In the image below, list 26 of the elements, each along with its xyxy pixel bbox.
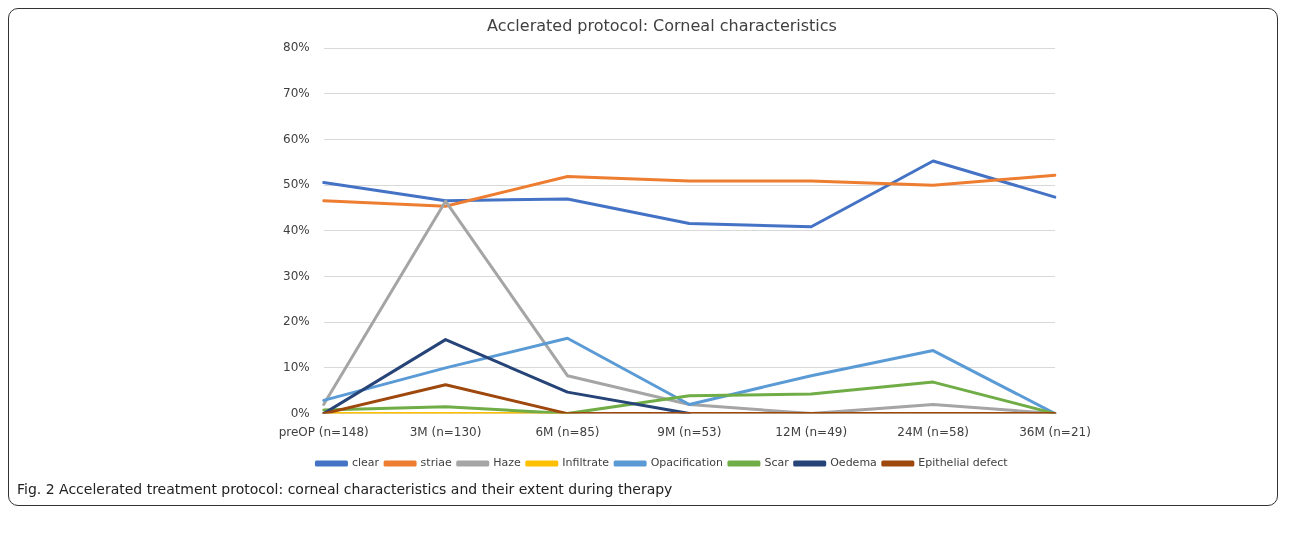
legend-label: Haze: [493, 456, 522, 470]
x-tick-label: 36M (n=21): [1019, 424, 1091, 439]
legend-label: striae: [420, 456, 452, 470]
x-tick-label: 12M (n=49): [775, 424, 848, 439]
caption: Fig. 2 Accelerated treatment protocol: corneal characteristics and their extent during therapy: [16, 480, 674, 499]
x-tick-label: 3M (n=130): [409, 424, 482, 439]
chart-title: Acclerated protocol: Corneal characteristics: [487, 15, 837, 35]
x-tick-label: 6M (n=85): [535, 424, 600, 439]
y-tick-label: 60%: [283, 131, 310, 146]
y-tick-label: 0%: [290, 405, 310, 420]
y-tick-label: 80%: [283, 40, 310, 55]
x-tick-label: preOP (n=148): [278, 424, 369, 439]
x-tick-label: 9M (n=53): [657, 424, 722, 439]
y-tick-label: 50%: [283, 177, 310, 192]
y-tick-label: 10%: [283, 360, 310, 375]
legend-label: Scar: [764, 456, 790, 470]
x-tick-label: 24M (n=58): [897, 424, 969, 439]
legend-label: clear: [351, 456, 380, 470]
legend-label: Infiltrate: [562, 456, 610, 470]
y-tick-label: 20%: [283, 314, 310, 329]
y-tick-label: 70%: [283, 86, 310, 100]
legend-label: Opacification: [650, 456, 723, 470]
y-tick-label: 40%: [283, 223, 310, 238]
legend-label: Epithelial defect: [918, 456, 1009, 470]
y-tick-label: 30%: [283, 268, 310, 283]
legend-label: Oedema: [830, 456, 877, 470]
